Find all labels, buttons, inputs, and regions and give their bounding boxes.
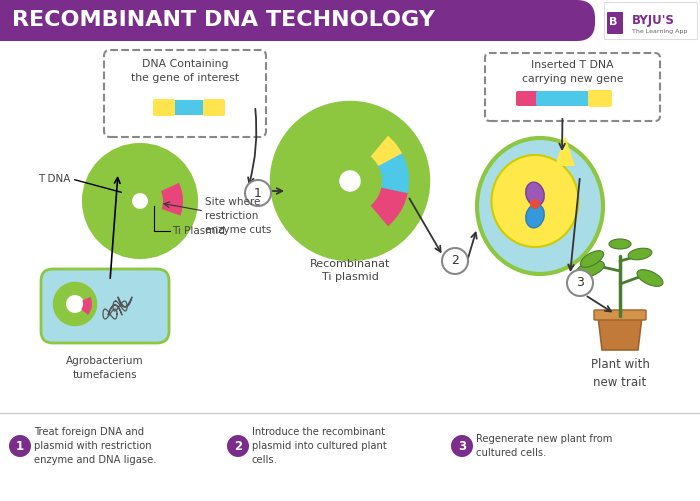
Circle shape	[9, 435, 31, 457]
Text: Introduce the recombinant
plasmid into cultured plant
cells.: Introduce the recombinant plasmid into c…	[252, 427, 386, 465]
FancyBboxPatch shape	[153, 99, 175, 116]
Ellipse shape	[609, 239, 631, 249]
Text: 3: 3	[458, 439, 466, 452]
Text: The Learning App: The Learning App	[632, 29, 687, 34]
FancyBboxPatch shape	[588, 90, 612, 107]
Text: 2: 2	[234, 439, 242, 452]
Ellipse shape	[477, 138, 603, 274]
Circle shape	[100, 161, 180, 241]
FancyBboxPatch shape	[594, 310, 646, 320]
Text: T DNA: T DNA	[38, 174, 70, 184]
Text: Recombinanat
Ti plasmid: Recombinanat Ti plasmid	[310, 259, 390, 282]
Ellipse shape	[580, 250, 603, 268]
Circle shape	[530, 199, 540, 209]
Text: Inserted T DNA
carrying new gene: Inserted T DNA carrying new gene	[522, 61, 623, 84]
Ellipse shape	[637, 270, 663, 287]
Wedge shape	[370, 186, 408, 226]
Text: Treat foreign DNA and
plasmid with restriction
enzyme and DNA ligase.: Treat foreign DNA and plasmid with restr…	[34, 427, 157, 465]
Wedge shape	[370, 136, 402, 166]
FancyBboxPatch shape	[485, 53, 660, 121]
FancyBboxPatch shape	[41, 269, 169, 343]
Circle shape	[567, 270, 593, 296]
Text: Ti Plasmid: Ti Plasmid	[172, 226, 225, 236]
Wedge shape	[161, 183, 183, 216]
Ellipse shape	[526, 204, 544, 228]
Circle shape	[317, 148, 383, 214]
Circle shape	[451, 435, 473, 457]
Text: Plant with
new trait: Plant with new trait	[591, 358, 650, 389]
Circle shape	[294, 125, 406, 237]
FancyBboxPatch shape	[607, 12, 623, 34]
FancyBboxPatch shape	[0, 0, 595, 41]
Wedge shape	[81, 297, 92, 315]
Polygon shape	[598, 316, 642, 350]
Text: Agrobacterium
tumefaciens: Agrobacterium tumefaciens	[66, 356, 144, 380]
Bar	[604, 2, 697, 39]
Circle shape	[227, 435, 249, 457]
Ellipse shape	[575, 261, 604, 278]
Text: Site where
restriction
enzyme cuts: Site where restriction enzyme cuts	[205, 197, 272, 235]
Text: 1: 1	[254, 186, 262, 199]
Text: 3: 3	[576, 277, 584, 290]
Circle shape	[66, 295, 84, 313]
Circle shape	[442, 248, 468, 274]
Text: DNA Containing
the gene of interest: DNA Containing the gene of interest	[131, 60, 239, 83]
FancyBboxPatch shape	[167, 100, 209, 115]
FancyBboxPatch shape	[203, 99, 225, 116]
Text: 1: 1	[16, 439, 24, 452]
Text: 2: 2	[451, 255, 459, 268]
Text: RECOMBINANT DNA TECHNOLOGY: RECOMBINANT DNA TECHNOLOGY	[12, 10, 435, 30]
FancyBboxPatch shape	[516, 91, 542, 106]
Bar	[0, 0, 575, 41]
Wedge shape	[378, 151, 409, 193]
Polygon shape	[555, 136, 575, 166]
Ellipse shape	[491, 155, 578, 247]
Circle shape	[116, 177, 164, 225]
Ellipse shape	[526, 182, 544, 206]
Text: BYJU'S: BYJU'S	[632, 14, 675, 27]
Text: Regenerate new plant from
cultured cells.: Regenerate new plant from cultured cells…	[476, 434, 612, 458]
Circle shape	[245, 180, 271, 206]
FancyBboxPatch shape	[536, 91, 595, 106]
FancyBboxPatch shape	[104, 50, 266, 137]
Text: B: B	[609, 17, 617, 27]
Ellipse shape	[628, 248, 652, 260]
